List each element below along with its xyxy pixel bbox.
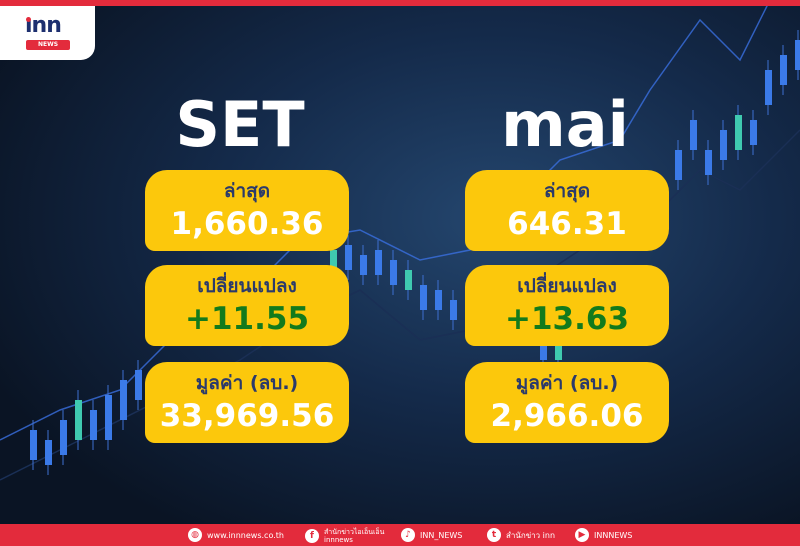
candle: [795, 40, 800, 70]
website-text: www.innnews.co.th: [207, 530, 284, 540]
candle: [60, 420, 67, 455]
mai-change-label: เปลี่ยนแปลง: [517, 275, 617, 297]
mai-change-card: เปลี่ยนแปลง +13.63: [465, 265, 669, 346]
set-last-label: ล่าสุด: [223, 180, 271, 202]
candle: [720, 130, 727, 160]
twitter-text: สำนักข่าว inn: [506, 530, 556, 540]
set-value-label: มูลค่า (ลบ.): [195, 372, 299, 394]
footer-facebook[interactable]: f สำนักข่าวไอเอ็นเอ็น innnews: [305, 528, 384, 544]
candle: [690, 120, 697, 150]
set-title: SET: [175, 88, 305, 161]
youtube-icon: ▶: [575, 528, 589, 542]
candle: [555, 335, 562, 360]
mai-change-value: +13.63: [504, 301, 630, 337]
inn-news-logo: ınn NEWS: [0, 6, 95, 60]
candle: [420, 285, 427, 310]
candle: [105, 395, 112, 440]
candle: [405, 270, 412, 290]
set-change-value: +11.55: [184, 301, 310, 337]
candle: [765, 70, 772, 105]
candle: [30, 430, 37, 460]
tiktok-text: INN_NEWS: [420, 530, 463, 540]
set-change-label: เปลี่ยนแปลง: [197, 275, 297, 297]
twitter-icon: t: [487, 528, 501, 542]
footer-website[interactable]: ◍ www.innnews.co.th: [188, 528, 284, 542]
candle: [750, 120, 757, 145]
globe-icon: ◍: [188, 528, 202, 542]
top-bar: [0, 0, 800, 6]
facebook-sub: innnews: [324, 536, 353, 544]
candle: [780, 55, 787, 85]
mai-last-label: ล่าสุด: [543, 180, 591, 202]
footer-youtube[interactable]: ▶ INNNEWS: [575, 528, 632, 542]
candle: [45, 440, 52, 465]
mai-value-label: มูลค่า (ลบ.): [515, 372, 619, 394]
candle: [735, 115, 742, 150]
footer-tiktok[interactable]: ♪ INN_NEWS: [401, 528, 462, 542]
set-value-card: มูลค่า (ลบ.) 33,969.56: [145, 362, 349, 443]
candle: [135, 370, 142, 400]
tiktok-icon: ♪: [401, 528, 415, 542]
footer-bar: ◍ www.innnews.co.th f สำนักข่าวไอเอ็นเอ็น i…: [0, 524, 800, 546]
candle: [345, 245, 352, 270]
candle: [450, 300, 457, 320]
candle: [75, 400, 82, 440]
youtube-text: INNNEWS: [594, 530, 633, 540]
facebook-icon: f: [305, 529, 319, 543]
candle: [675, 150, 682, 180]
mai-last-card: ล่าสุด 646.31: [465, 170, 669, 251]
set-change-card: เปลี่ยนแปลง +11.55: [145, 265, 349, 346]
mai-value-value: 2,966.06: [490, 398, 644, 434]
mai-title: mai: [501, 88, 629, 161]
set-last-value: 1,660.36: [170, 206, 324, 242]
mai-value-card: มูลค่า (ลบ.) 2,966.06: [465, 362, 669, 443]
candle: [390, 260, 397, 285]
candle: [540, 340, 547, 360]
set-value-value: 33,969.56: [159, 398, 335, 434]
footer-twitter[interactable]: t สำนักข่าว inn: [487, 528, 555, 542]
set-last-card: ล่าสุด 1,660.36: [145, 170, 349, 251]
facebook-text: สำนักข่าวไอเอ็นเอ็น: [324, 528, 385, 536]
candle: [90, 410, 97, 440]
candle: [375, 250, 382, 275]
candle: [435, 290, 442, 310]
candle: [120, 380, 127, 420]
candle: [705, 150, 712, 175]
mai-last-value: 646.31: [507, 206, 627, 242]
candle: [360, 255, 367, 275]
